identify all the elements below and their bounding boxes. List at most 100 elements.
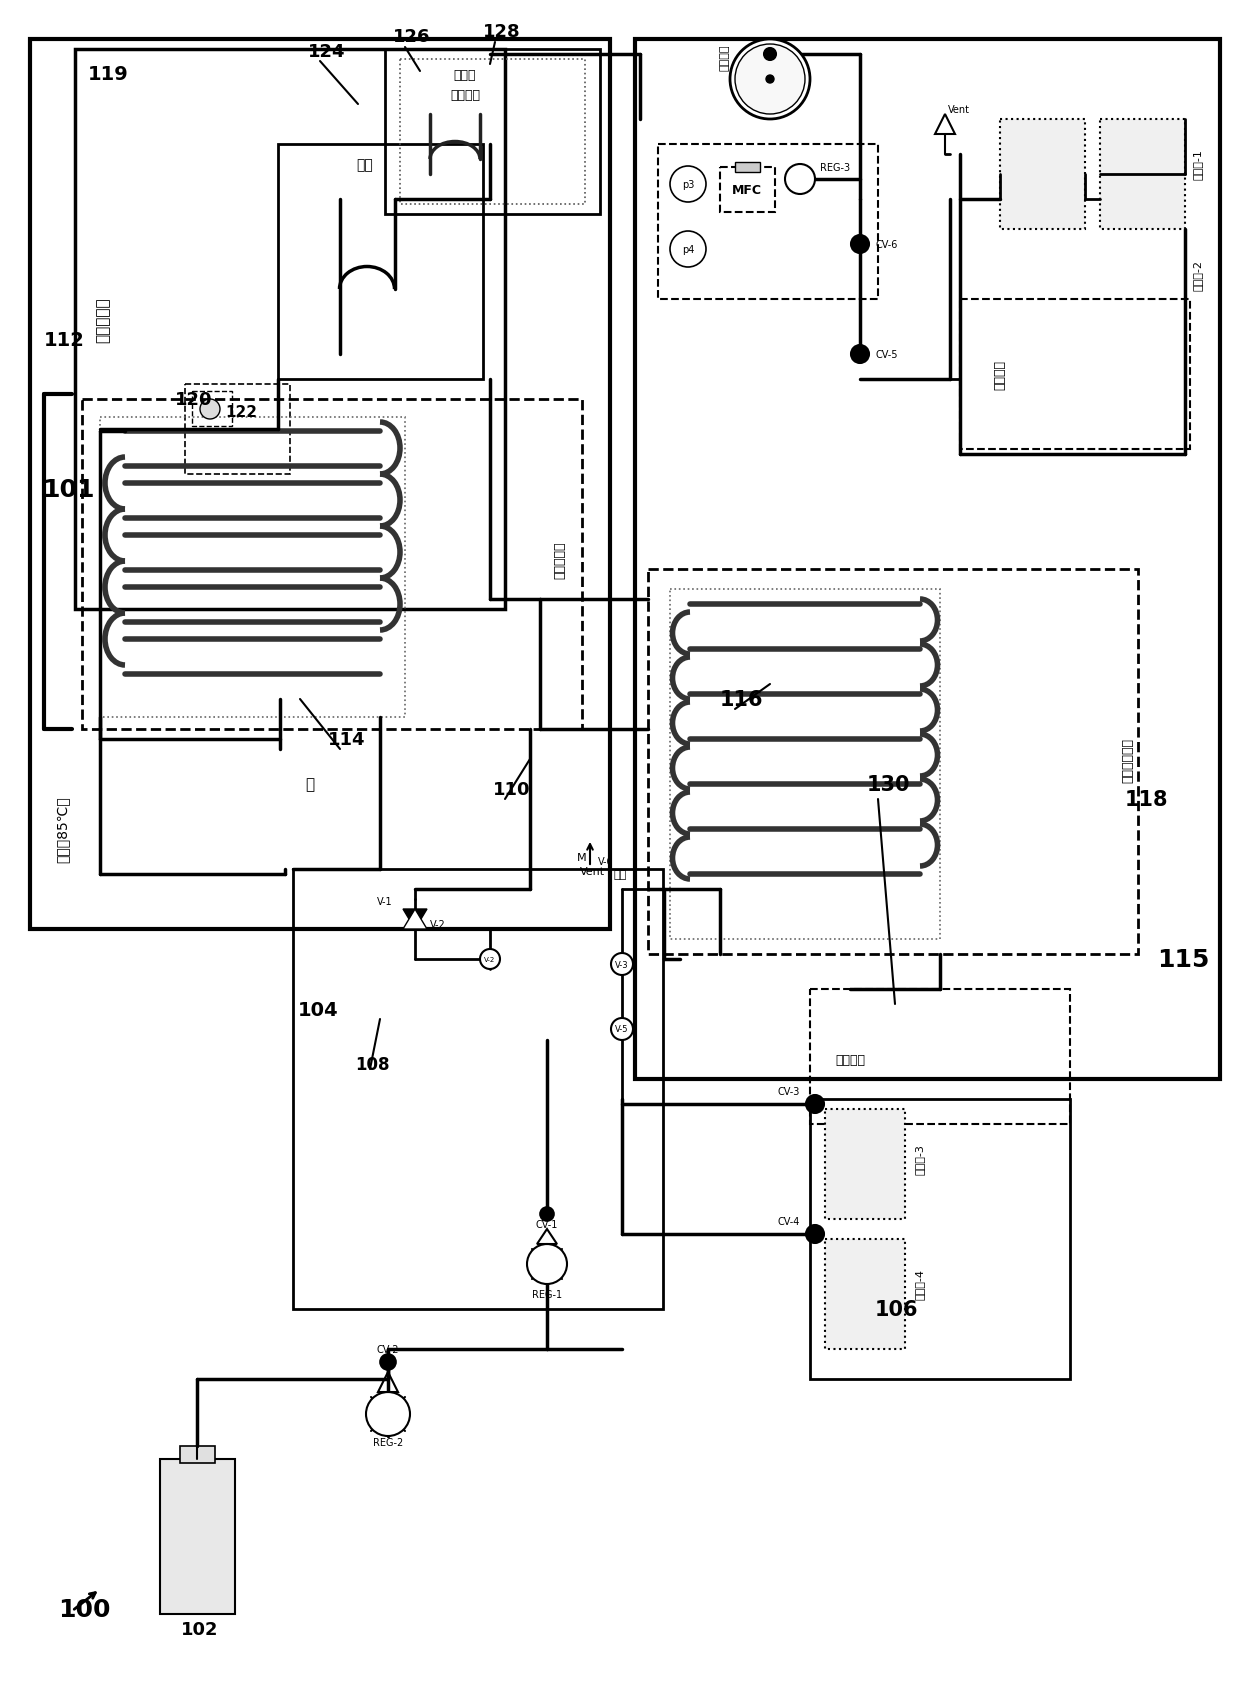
Circle shape [785, 166, 815, 194]
Bar [825, 1110, 905, 1219]
Text: V-5: V-5 [615, 1025, 629, 1034]
Text: REG-2: REG-2 [373, 1437, 403, 1447]
Text: V-3: V-3 [615, 959, 629, 969]
Text: 温度控制器: 温度控制器 [95, 297, 110, 343]
Bar [670, 589, 940, 939]
Bar [160, 1459, 236, 1615]
Text: 热水: 热水 [614, 870, 626, 880]
Bar [30, 41, 610, 929]
Bar [74, 51, 505, 610]
Text: 116: 116 [720, 689, 764, 709]
Text: M: M [577, 853, 587, 863]
Circle shape [527, 1245, 567, 1284]
Text: CV-1: CV-1 [536, 1219, 558, 1230]
Text: 118: 118 [1125, 789, 1168, 809]
Circle shape [806, 1096, 825, 1113]
Bar [735, 162, 760, 172]
Text: V-1: V-1 [377, 897, 393, 907]
Text: 126: 126 [393, 29, 430, 46]
Text: 氢氧化钾: 氢氧化钾 [835, 1052, 866, 1066]
Circle shape [806, 1225, 825, 1243]
Circle shape [366, 1392, 410, 1436]
Text: 106: 106 [875, 1299, 919, 1319]
Text: 112: 112 [43, 331, 84, 350]
Text: 124: 124 [308, 42, 346, 61]
Text: 119: 119 [88, 64, 129, 84]
Text: 冷冻水浴: 冷冻水浴 [450, 88, 480, 101]
Circle shape [851, 346, 869, 363]
Text: V-2: V-2 [430, 919, 445, 929]
Text: 114: 114 [329, 731, 366, 748]
Text: 102: 102 [181, 1620, 218, 1638]
Text: 115: 115 [1158, 948, 1210, 971]
Bar [100, 417, 405, 718]
Text: 热: 热 [305, 777, 315, 792]
Bar [1100, 120, 1185, 230]
Text: 108: 108 [355, 1056, 389, 1074]
Text: CV-6: CV-6 [875, 240, 898, 250]
Bar [810, 1100, 1070, 1380]
Bar [82, 400, 582, 730]
Circle shape [670, 167, 706, 203]
Circle shape [764, 49, 776, 61]
Bar [185, 385, 290, 475]
Circle shape [200, 400, 219, 421]
Text: V-2: V-2 [485, 956, 496, 963]
Polygon shape [403, 909, 427, 929]
Text: 冷水: 冷水 [357, 157, 373, 172]
Text: REG-1: REG-1 [532, 1289, 562, 1299]
Text: Vent: Vent [949, 105, 970, 115]
Text: 测试温度水浴: 测试温度水浴 [1121, 736, 1135, 782]
Text: 氢氧化钾: 氢氧化钾 [993, 360, 1007, 390]
Text: CV-2: CV-2 [377, 1344, 399, 1355]
Circle shape [735, 46, 805, 115]
Text: 气涤器-4: 气涤器-4 [915, 1268, 925, 1301]
Circle shape [539, 1208, 554, 1221]
Text: 120: 120 [175, 390, 212, 409]
Circle shape [611, 1018, 632, 1040]
Circle shape [480, 949, 500, 969]
Text: 系统压力: 系统压力 [720, 44, 730, 71]
Text: 气涤器-2: 气涤器-2 [1193, 260, 1203, 291]
Bar [192, 392, 232, 427]
Bar [401, 61, 585, 204]
Text: 110: 110 [494, 780, 531, 799]
Circle shape [766, 76, 774, 84]
Bar [649, 569, 1138, 954]
Text: 104: 104 [298, 1000, 339, 1018]
Text: 外高温水浴: 外高温水浴 [553, 540, 567, 578]
Text: 100: 100 [58, 1598, 110, 1621]
Text: 气涤器-3: 气涤器-3 [915, 1143, 925, 1176]
Text: MFC: MFC [732, 184, 763, 196]
Bar [180, 1446, 215, 1463]
Circle shape [670, 231, 706, 269]
Text: V-6: V-6 [598, 856, 614, 866]
Text: 气涤器-1: 气涤器-1 [1193, 149, 1203, 181]
Text: 122: 122 [224, 404, 257, 419]
Circle shape [730, 41, 810, 120]
Text: 130: 130 [867, 775, 910, 794]
Circle shape [851, 236, 869, 253]
Text: p3: p3 [682, 181, 694, 189]
Bar [384, 51, 600, 215]
Bar [720, 167, 775, 213]
Bar [293, 870, 663, 1309]
Bar [825, 1240, 905, 1350]
Text: Vent: Vent [580, 866, 605, 877]
Text: 128: 128 [484, 24, 521, 41]
Bar [960, 301, 1190, 449]
Text: CV-5: CV-5 [875, 350, 898, 360]
Polygon shape [403, 909, 427, 929]
Circle shape [611, 953, 632, 976]
Text: REG-3: REG-3 [820, 162, 851, 172]
Text: CV-4: CV-4 [777, 1216, 800, 1226]
Bar [658, 145, 878, 301]
Text: 101: 101 [42, 478, 94, 502]
Bar [278, 145, 484, 380]
Text: 热水（85℃）: 热水（85℃） [55, 796, 69, 863]
Text: CV-3: CV-3 [777, 1086, 800, 1096]
Text: 硫＋水: 硫＋水 [454, 69, 476, 81]
Text: p4: p4 [682, 245, 694, 255]
Circle shape [379, 1355, 396, 1370]
Bar [810, 990, 1070, 1125]
